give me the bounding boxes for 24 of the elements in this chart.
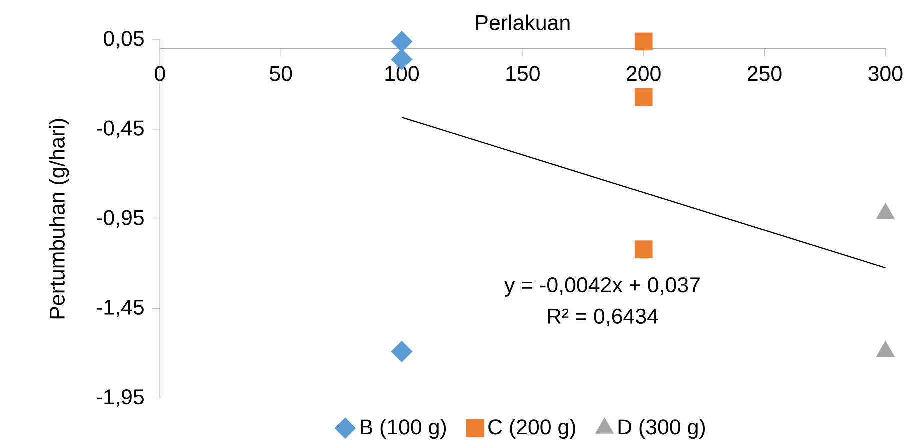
x-tick-label: 200	[627, 66, 661, 82]
x-tick-label: 250	[748, 66, 782, 82]
point	[634, 240, 653, 259]
x-tick-label: 150	[506, 66, 540, 82]
y-tick-label: -0,95	[96, 210, 144, 228]
point	[634, 32, 653, 51]
point	[392, 31, 412, 52]
annotation: R² = 0,6434	[548, 308, 658, 327]
y-tick-label: -0,45	[96, 120, 144, 138]
y-tick-label: 0,05	[104, 31, 144, 49]
x-tick-label: 50	[270, 66, 292, 82]
point	[392, 341, 412, 362]
point	[634, 88, 653, 106]
y-tick-label: -1,45	[96, 300, 144, 318]
x-tick-label: 100	[386, 66, 420, 82]
annotation: y = -0,0042x + 0,037	[504, 278, 700, 297]
y-tick-label: -1,95	[96, 389, 144, 408]
x-tick-label: 300	[868, 66, 903, 82]
legend-label: B (100 g)	[361, 419, 446, 439]
x-axis-title: Perlakuan	[476, 14, 570, 30]
x-tick-label: 0	[155, 66, 166, 82]
legend-label: C (200 g)	[488, 419, 576, 439]
legend-label: D (300 g)	[618, 419, 706, 439]
y-axis-title: Pertumbuhan (g/hari)	[49, 119, 70, 319]
